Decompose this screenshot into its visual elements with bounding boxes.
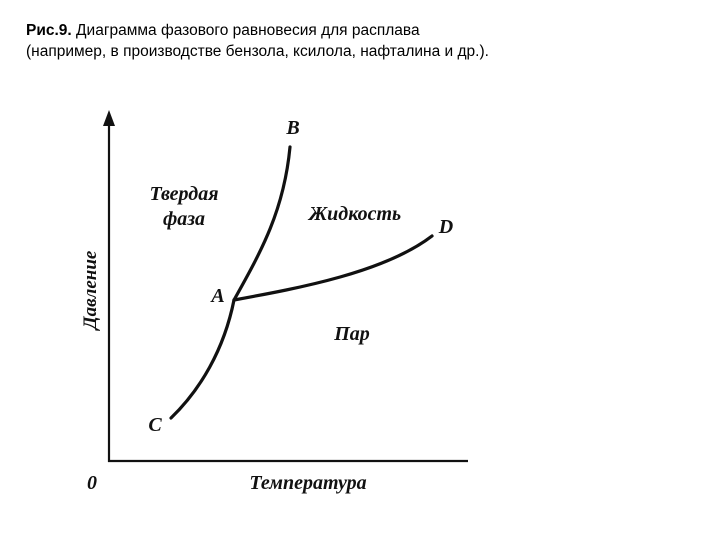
boiling-curve-AD (232, 234, 434, 302)
liquid-phase-label: Жидкость (307, 203, 401, 225)
figure-number: Рис.9. (26, 22, 72, 39)
solid-phase-label-line1: Твердая (149, 183, 218, 205)
point-D-label: D (438, 216, 453, 238)
point-A-label: A (209, 285, 224, 307)
figure-subtitle: (например, в производстве бензола, ксило… (26, 43, 489, 60)
x-axis-label: Температура (249, 472, 366, 494)
point-C-label: C (148, 414, 162, 436)
y-axis-label: Давление (80, 250, 101, 331)
melting-curve-AB (232, 145, 292, 302)
origin-label: 0 (87, 472, 97, 494)
solid-phase-label-line2: фаза (163, 208, 205, 230)
sublimation-curve-CA (169, 298, 236, 420)
y-axis-arrow (103, 110, 115, 126)
caption-line-1: Рис.9. Диаграмма фазового равновесия для… (26, 20, 706, 41)
vapor-phase-label: Пар (333, 323, 370, 345)
figure-caption: Рис.9. Диаграмма фазового равновесия для… (26, 20, 706, 62)
point-B-label: B (285, 117, 299, 139)
figure-title: Диаграмма фазового равновесия для распла… (71, 22, 420, 39)
